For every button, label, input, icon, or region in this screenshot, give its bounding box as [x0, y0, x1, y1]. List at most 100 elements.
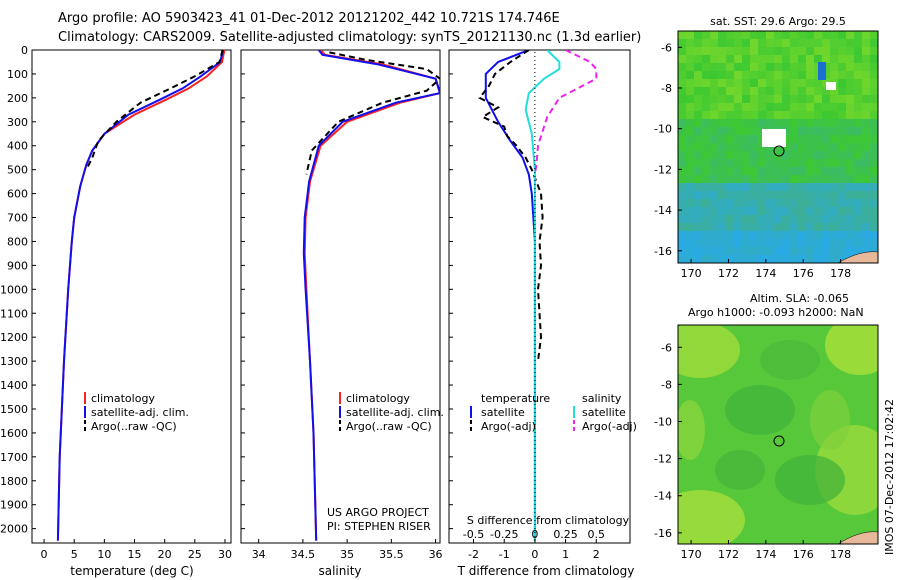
- sst-map-cell: [678, 143, 686, 151]
- sst-map-cell: [806, 159, 814, 167]
- sst-map-cell: [782, 167, 790, 175]
- sst-map-cell: [726, 39, 734, 47]
- sst-map-cell: [862, 143, 870, 151]
- sst-map-cell: [686, 167, 694, 175]
- sst-map-cell: [726, 199, 734, 207]
- sst-map-cell: [846, 55, 854, 63]
- map-x-tick-label: 174: [755, 267, 776, 280]
- depth-tick-label: 1300: [0, 355, 28, 368]
- map-y-tick-label: -16: [654, 245, 672, 258]
- sst-map-cell: [686, 199, 694, 207]
- sst-map-cell: [718, 95, 726, 103]
- sst-map-cell: [854, 111, 862, 119]
- sst-map-cell: [726, 143, 734, 151]
- sst-map-cell: [798, 199, 806, 207]
- sst-map-cell: [758, 175, 766, 183]
- sst-map-cell: [766, 95, 774, 103]
- sst-map-cell: [798, 111, 806, 119]
- sst-map-cell: [694, 175, 702, 183]
- sst-map-cell: [678, 239, 686, 247]
- depth-tick-label: 900: [7, 259, 28, 272]
- sst-map-cell: [806, 95, 814, 103]
- sst-map-cell: [710, 111, 718, 119]
- sst-profile-location-marker: [773, 145, 785, 157]
- sst-map-cell: [798, 223, 806, 231]
- depth-tick-label: 2000: [0, 523, 28, 536]
- sst-map-cell: [798, 55, 806, 63]
- sst-map-cell: [838, 207, 846, 215]
- sst-map-cell: [782, 231, 790, 239]
- sst-map-cell: [750, 207, 758, 215]
- sst-map-cell: [758, 215, 766, 223]
- sst-map-cell: [782, 255, 790, 263]
- sst-map-cell: [726, 183, 734, 191]
- sst-map-cell: [846, 207, 854, 215]
- sst-map-cell: [742, 119, 750, 127]
- sst-map-cell: [758, 87, 766, 95]
- sst-map-cell: [742, 143, 750, 151]
- sst-map-cell: [806, 151, 814, 159]
- sst-map-cell: [814, 55, 822, 63]
- sst-map-cell: [766, 191, 774, 199]
- sst-map-cell: [798, 63, 806, 71]
- x-tick-label: 2: [593, 548, 600, 561]
- sst-map-cell: [838, 55, 846, 63]
- sst-map-cell: [734, 135, 742, 143]
- sst-map-cell: [782, 183, 790, 191]
- sst-map-cell: [798, 175, 806, 183]
- sst-map-cell: [830, 127, 838, 135]
- sst-map-cell: [790, 55, 798, 63]
- sst-map-cell: [854, 47, 862, 55]
- sst-map-cell: [838, 119, 846, 127]
- sst-map-cell: [782, 119, 790, 127]
- sst-map-cell: [718, 111, 726, 119]
- sst-map-cell: [758, 39, 766, 47]
- imos-timestamp: IMOS 07-Dec-2012 17:02:42: [883, 399, 896, 555]
- sst-map-cell: [758, 223, 766, 231]
- sst-map-cell: [814, 151, 822, 159]
- sla-map-anomaly: [678, 490, 745, 544]
- sst-map-cell: [686, 127, 694, 135]
- sst-map-cell: [782, 151, 790, 159]
- sst-map-cell: [718, 255, 726, 263]
- sla-map-title-2: Argo h1000: -0.093 h2000: NaN: [688, 306, 864, 319]
- sst-map-cell: [774, 55, 782, 63]
- sst-map-cell: [718, 63, 726, 71]
- difference-curves: [478, 50, 598, 541]
- sst-map-cell: [750, 47, 758, 55]
- sst-map-cell: [830, 63, 838, 71]
- sst-map-cell: [702, 111, 710, 119]
- sst-map-cell: [846, 143, 854, 151]
- sst-map-cell: [702, 215, 710, 223]
- sst-map-cell: [702, 255, 710, 263]
- sst-map-cell: [814, 223, 822, 231]
- sst-map-cell: [766, 255, 774, 263]
- salinity-legend: climatology satellite-adj. clim. Argo(..…: [339, 392, 444, 433]
- sst-map-cell: [854, 79, 862, 87]
- sst-map-cell: [710, 175, 718, 183]
- sst-map-cell: [782, 87, 790, 95]
- sst-map-cell: [718, 199, 726, 207]
- top-tick-label: -0.25: [490, 528, 518, 541]
- sst-map-cell: [742, 223, 750, 231]
- sst-map-cell: [806, 31, 814, 39]
- sst-map-cell: [790, 87, 798, 95]
- sst-map-cell: [790, 47, 798, 55]
- sst-map-cell: [694, 151, 702, 159]
- sst-map-cell: [694, 207, 702, 215]
- sst-map-cell: [742, 47, 750, 55]
- legend-s-argo: Argo(-adj): [582, 420, 637, 433]
- legend-t-satellite: satellite: [481, 406, 525, 419]
- sst-map-cell: [750, 95, 758, 103]
- sst-map-cell: [678, 39, 686, 47]
- sst-map-cell: [854, 127, 862, 135]
- depth-tick-label: 600: [7, 188, 28, 201]
- sst-map-cell: [870, 39, 878, 47]
- sst-map-cell: [726, 103, 734, 111]
- sst-map-cell: [862, 223, 870, 231]
- depth-axis: 0 100 200 300 400 500 600 700 800 900 1000 1100 1200…: [0, 44, 453, 536]
- sst-map-cell: [822, 175, 830, 183]
- temperature-xlabel: temperature (deg C): [70, 564, 193, 578]
- sla-map-anomaly: [760, 340, 820, 380]
- sst-map-cell: [846, 199, 854, 207]
